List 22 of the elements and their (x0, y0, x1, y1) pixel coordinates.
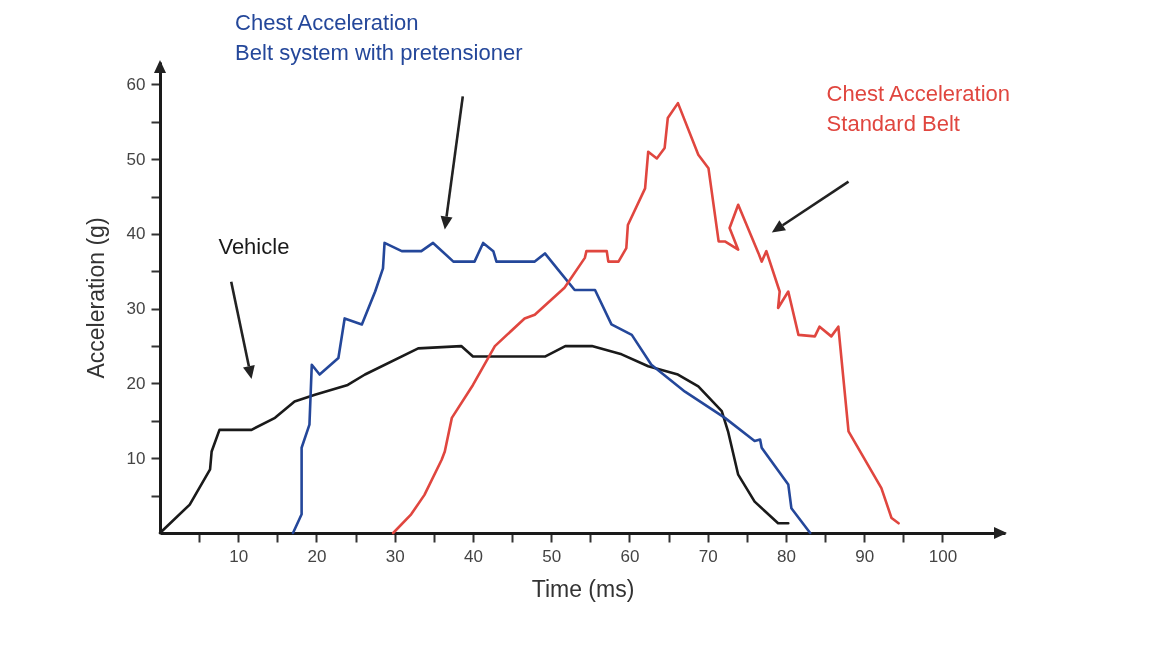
line-series (291, 241, 812, 535)
x-tick-label: 90 (855, 546, 875, 566)
x-tick-label: 80 (776, 546, 796, 566)
y-tick-label: 60 (126, 74, 146, 94)
x-tick-label: 10 (229, 546, 249, 566)
x-tick-label: 30 (385, 546, 405, 566)
x-tick-label: 60 (620, 546, 640, 566)
x-tick-label: 70 (698, 546, 718, 566)
x-tick-label: 50 (542, 546, 562, 566)
y-axis-title: Acceleration (g) (82, 217, 109, 379)
y-tick-label: 10 (126, 448, 146, 468)
y-tick-label: 20 (126, 373, 146, 393)
x-tick-label: 40 (464, 546, 483, 566)
x-tick-label: 100 (928, 546, 958, 566)
text: Chest Acceleration Standard Belt (826, 81, 1011, 137)
text: Chest Acceleration Belt system with pretensioner (235, 9, 523, 65)
y-tick-label: 40 (126, 224, 146, 244)
x-axis-title: Time (ms) (531, 575, 635, 602)
y-tick-label: 30 (126, 299, 146, 319)
x-tick-label: 20 (307, 546, 327, 566)
text: Vehicle (218, 233, 290, 259)
y-tick-label: 50 (126, 149, 146, 169)
